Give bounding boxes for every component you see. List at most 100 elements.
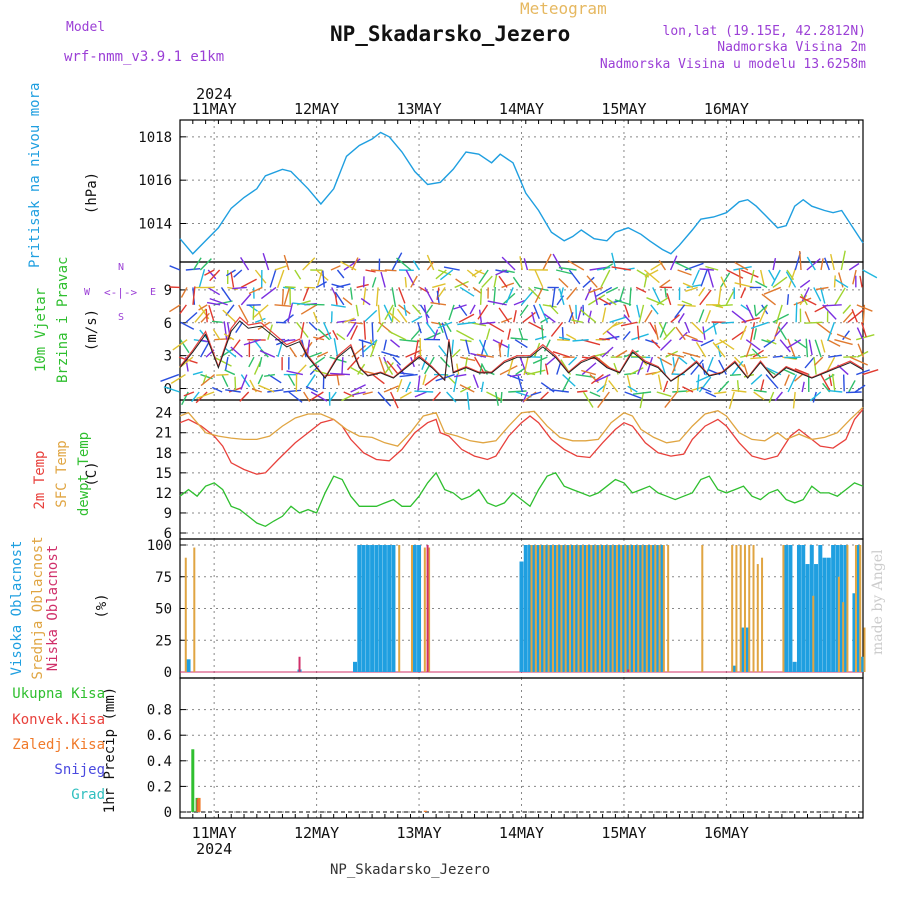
cloud-high-bar [621,545,626,672]
wind-barb [350,325,359,341]
y-tick-label: 6 [164,526,172,542]
wind-barb [584,287,592,301]
cloud-high-bar [583,545,588,672]
y-tick-label: 15 [155,466,172,482]
wind-barb [433,329,439,340]
wind-barb [601,346,614,358]
x-day-label-top: 14MAY [499,100,544,118]
wind-barb [352,391,366,396]
y-tick-label: 24 [155,406,172,422]
wind-barb [651,339,661,349]
wind-barb [436,290,440,305]
wind-barb [820,374,832,392]
wind-barb [194,308,207,323]
wind-barb [799,250,802,271]
wind-barb [636,325,640,340]
wind-barb [753,389,767,393]
panel-frame [179,399,864,540]
cloud-mid-bar [837,576,840,672]
wind-barb [530,391,542,396]
wind-barb [424,332,441,341]
wind-barb [284,339,296,342]
wind-barb [334,292,338,305]
wind-barb [523,371,536,376]
x-day-label-bottom: 14MAY [499,824,544,842]
cloud-high-bar [784,545,789,672]
wind-barb [349,287,353,300]
cloud-high-bar [374,545,379,672]
wind-barb [691,269,700,286]
wind-barb [602,263,614,271]
wind-barb [847,309,864,323]
wind-barb [523,258,529,271]
wind-barb [755,304,768,317]
wind-barb [678,331,688,341]
wind-barb [783,368,796,376]
legend-hail: Grad [71,787,105,803]
cloud-mid-bar [573,545,576,672]
altitude-info: Nadmorska Visina 2m [717,40,866,55]
wind-barb [546,356,556,366]
wind-barb [519,256,523,271]
wind-barb [425,321,436,335]
wind-barb [857,343,865,358]
wind-barb [336,283,351,289]
wind-barb [479,321,496,325]
wind-barb [601,307,607,323]
cloud-mid-bar [752,545,755,672]
wind-barb [699,289,712,306]
wind-barb [531,311,536,323]
cloud-high-bar [536,545,541,672]
cloud-high-bar [796,545,801,672]
wind-barb [513,299,525,306]
wind-barb [745,343,752,358]
wind-barb [376,321,385,333]
wind-barb [274,265,287,271]
wind-barb [852,269,857,285]
wind-barb [437,269,452,276]
temp-2m-line [179,408,864,475]
wind-barb [663,326,676,341]
wind-barb [252,304,255,320]
wind-barb [355,304,359,317]
wind-barb [600,269,611,288]
wind-barb [528,321,545,331]
cloud-mid-bar [560,545,563,672]
wind-barb [721,321,734,324]
wind-barb [629,367,644,376]
cloud-high-bar [660,545,665,672]
wind-barb [466,269,477,278]
wind-barb [340,261,357,271]
legend-total-rain: Ukupna Kisa [12,686,105,702]
cloud-mid-bar [628,545,631,672]
wind-barb [768,269,776,281]
cloud-high-bar [353,661,358,672]
wind-barb [283,389,302,393]
wind-barb [571,319,583,323]
cloud-high-bar [826,557,831,672]
wind-barb [459,384,475,393]
wind-barb [750,269,755,284]
cloud-high-bar [553,545,558,672]
wind-barb [505,287,514,304]
wind-barb [451,339,454,355]
cloud-high-bar [540,545,545,672]
wind-barb [454,373,467,378]
cloud-mid-bar [594,545,597,672]
wind-barb [493,274,498,288]
compass-cross: <-|-> [104,286,138,299]
legend-convective-rain: Konvek.Kisa [12,712,105,728]
wind-barb [400,372,414,376]
wind-barb [180,321,195,330]
wind-barb [383,339,388,351]
wind-barb [772,257,777,271]
cloud-high-bar [532,545,537,672]
wind-barb [533,304,540,320]
cloud-mid-bar [632,545,635,672]
wind-barb [289,346,298,358]
cloud-low-bar [426,545,429,672]
wind-barb [731,310,747,323]
wind-barb [715,339,728,346]
wind-barb [717,345,722,358]
